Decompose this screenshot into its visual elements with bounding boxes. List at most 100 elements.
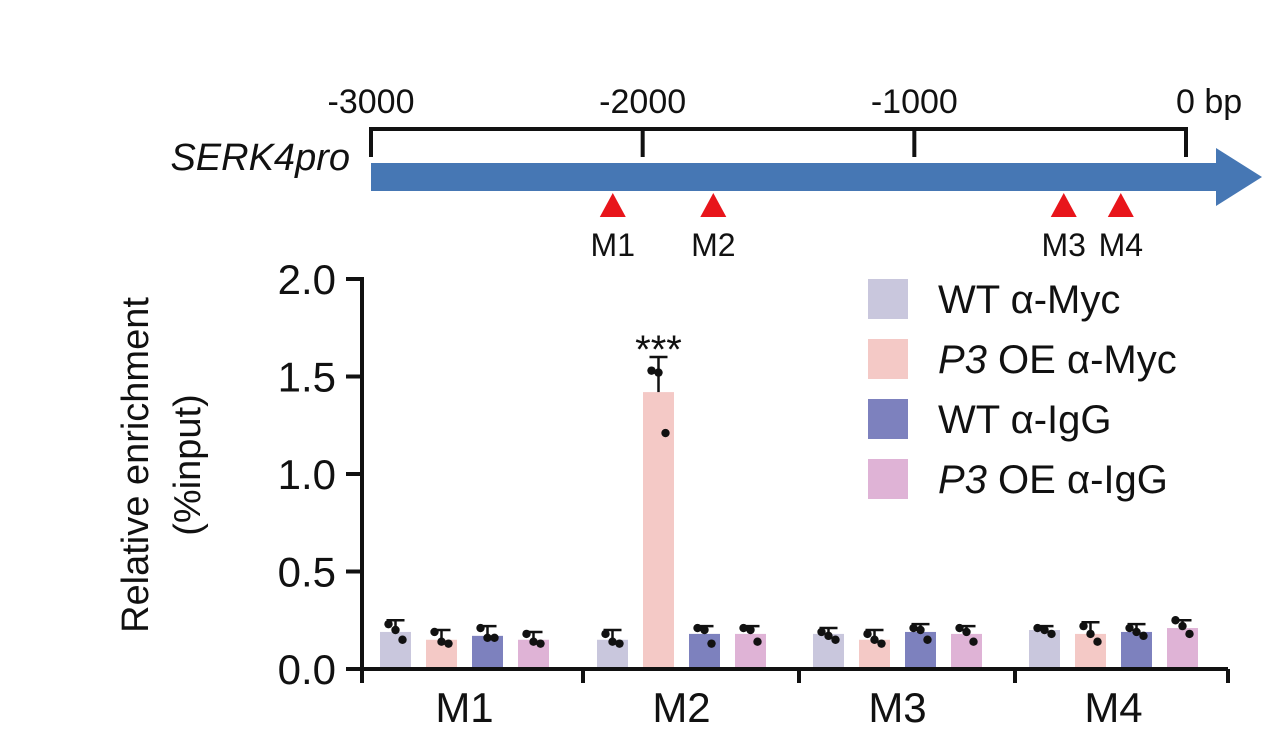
data-point: [969, 637, 978, 646]
data-point: [476, 623, 485, 633]
data-point: [661, 428, 670, 438]
x-tick-label: M1: [435, 684, 493, 731]
data-point: [536, 639, 545, 648]
x-axis: M1 M2 M3 M4: [360, 667, 1230, 731]
bar: [643, 392, 674, 669]
y-axis-label-line1: Relative enrichment: [115, 297, 157, 633]
y-tick-label: 0.0: [278, 646, 336, 693]
data-point: [391, 625, 400, 635]
data-point: [1033, 623, 1042, 633]
bar: [689, 633, 720, 669]
scale-ticks: -3000 -2000 -1000 0 bp: [328, 83, 1242, 157]
bar: [380, 631, 411, 669]
data-point: [608, 637, 617, 646]
bar: [1029, 630, 1060, 669]
motif-marker-m1: [599, 193, 626, 217]
data-point: [1139, 631, 1148, 641]
data-point: [1178, 621, 1187, 631]
promoter-name: SERK4pro: [170, 137, 350, 179]
data-point: [529, 637, 538, 646]
data-point: [444, 639, 453, 648]
legend-entry-text: WT α-Myc: [938, 278, 1120, 322]
data-point: [490, 633, 499, 642]
motif-label: M3: [1042, 227, 1086, 263]
data-point: [877, 639, 886, 648]
y-tick-label: 2.0: [278, 256, 336, 303]
bar: [905, 631, 936, 669]
data-point: [398, 635, 407, 644]
data-point: [1125, 623, 1134, 633]
x-tick-label: M2: [652, 684, 710, 731]
data-point: [647, 366, 656, 375]
motif-label: M1: [591, 227, 635, 263]
legend-entry: WT α-Myc: [938, 278, 1120, 322]
bar: [951, 633, 982, 669]
data-point: [601, 629, 610, 639]
data-point: [1185, 629, 1194, 639]
data-point: [1079, 621, 1088, 631]
legend-swatch: [868, 459, 908, 499]
scale-tick-label: -3000: [328, 83, 415, 121]
data-point: [870, 635, 879, 644]
y-axis: 0.0 0.5 1.0 1.5 2.0: [278, 256, 364, 693]
data-point: [522, 629, 531, 639]
data-point: [615, 639, 624, 648]
data-point: [1047, 629, 1056, 639]
y-tick-label: 1.0: [278, 451, 336, 498]
legend-entry-text: OE α-Myc: [987, 338, 1177, 382]
data-point: [707, 639, 716, 648]
legend-entry-text: WT α-IgG: [938, 398, 1112, 442]
data-point: [654, 368, 663, 377]
data-point: [831, 635, 840, 644]
motif-label: M2: [691, 227, 735, 263]
motif-marker-m4: [1107, 193, 1134, 217]
y-axis-label-line2: (%input): [167, 394, 209, 536]
data-point: [824, 631, 833, 641]
legend-entry: P3 OE α-IgG: [938, 458, 1168, 502]
data-point: [1040, 625, 1049, 635]
legend-entry: P3 OE α-Myc: [938, 338, 1177, 382]
data-point: [1086, 629, 1095, 639]
promoter-arrow: [371, 148, 1262, 206]
motif-marker-m2: [700, 193, 727, 217]
data-point: [693, 623, 702, 633]
scale-tick-label: 0 bp: [1176, 83, 1242, 121]
legend: WT α-Myc P3 OE α-Myc WT α-IgG P3 OE α-IgG: [868, 278, 1177, 502]
legend-entry-italic: P3: [938, 458, 987, 502]
legend-entry: WT α-IgG: [938, 398, 1112, 442]
data-point: [1093, 637, 1102, 646]
bar-chart: Relative enrichment (%input) *** 0.0 0.5 1…: [115, 256, 1230, 731]
data-point: [962, 627, 971, 637]
data-point: [955, 623, 964, 633]
data-point: [817, 627, 826, 637]
data-point: [753, 637, 762, 646]
legend-swatch: [868, 339, 908, 379]
data-point: [1132, 627, 1141, 637]
legend-entry-italic: P3: [938, 338, 987, 382]
x-tick-label: M4: [1084, 684, 1142, 731]
motif-markers: M1 M2 M3 M4: [591, 193, 1143, 263]
x-tick-label: M3: [868, 684, 926, 731]
promoter-diagram: SERK4pro -3000 -2000 -1000 0 bp M1 M2 M3 M4: [170, 83, 1262, 263]
legend-swatch: [868, 399, 908, 439]
annotations: ***: [635, 328, 682, 372]
motif-label: M4: [1099, 227, 1143, 263]
data-points: [384, 366, 1194, 648]
data-point: [863, 629, 872, 639]
data-point: [746, 625, 755, 635]
scale-tick-label: -2000: [599, 83, 686, 121]
bar: [1075, 633, 1106, 669]
y-tick-label: 0.5: [278, 549, 336, 596]
data-point: [700, 625, 709, 635]
bars: [380, 392, 1198, 669]
scale-tick-label: -1000: [871, 83, 958, 121]
y-tick-label: 1.5: [278, 354, 336, 401]
legend-swatch: [868, 279, 908, 319]
bar: [735, 633, 766, 669]
data-point: [1171, 616, 1180, 625]
data-point: [739, 623, 748, 633]
data-point: [909, 623, 918, 633]
legend-entry-text: OE α-IgG: [987, 458, 1168, 502]
